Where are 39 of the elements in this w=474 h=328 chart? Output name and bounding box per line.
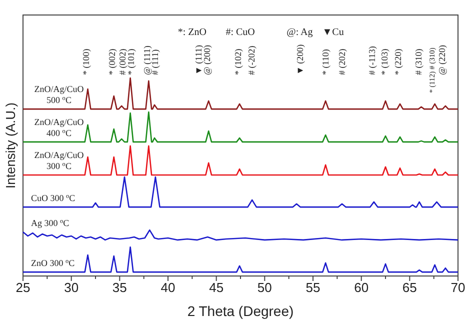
x-tick-label: 65 [402,280,417,296]
text: ▼ (200) [295,44,306,75]
text: * (102) [233,48,244,75]
series-label: ZnO/Ag/CuO 400 $^{o}$C [34,116,84,138]
text: * (220) [393,48,403,75]
text: * (101) [126,48,136,75]
text: # (202) [336,48,347,75]
x-tick-label: 40 [160,280,176,296]
text: * (100) [81,48,91,75]
series-label: Ag 300 $^{o}$C [31,218,70,228]
text: ▼ (111) [193,45,204,75]
text: @ (200) [202,44,212,75]
series-label: ZnO 300 $^{o}$C [31,258,75,268]
x-tick-label: 70 [450,280,466,296]
text: # (002) [118,48,128,75]
series-label: ZnO/Ag/CuO 500 $^{o}$C [34,84,84,106]
text: * (103) [379,48,390,75]
text: * (110) [320,49,330,75]
text: *: ZnO [178,27,206,38]
text: ▼Cu [322,27,344,38]
series-label: ZnO/Ag/CuO 300 $^{o}$C [34,150,84,172]
x-tick-label: 50 [257,280,272,296]
text: @ (111) [142,46,152,75]
text: # (310) [413,48,424,75]
y-axis-title: Intensity (A.U.) [3,102,18,188]
x-tick-label: 35 [112,280,127,296]
text: # (-202) [246,46,257,75]
x-tick-label: 25 [16,280,30,296]
x-tick-label: 30 [64,280,79,296]
text: @ (220) [437,44,447,75]
text: @: Ag [286,27,313,38]
series-label: CuO 300 $^{o}$C [31,192,76,204]
x-axis-title: 2 Theta (Degree) [187,303,294,319]
text: #: CuO [226,27,255,38]
x-tick-label: 45 [209,280,224,296]
text: # (-113) [366,46,377,75]
x-tick-label: 55 [306,280,320,296]
text: * (002) [107,48,117,75]
x-tick-label: 60 [354,280,369,296]
